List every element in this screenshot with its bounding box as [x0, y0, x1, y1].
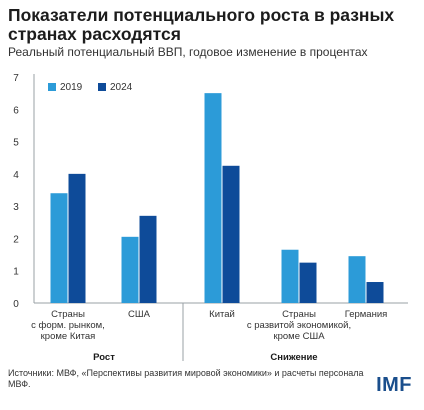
bar-2024-2: [222, 165, 240, 303]
bar-2024-3: [299, 262, 317, 303]
y-tick-label: 7: [13, 73, 19, 84]
y-tick-label: 4: [13, 170, 19, 181]
chart-subtitle: Реальный потенциальный ВВП, годовое изме…: [8, 45, 368, 59]
bar-chart: 0 1 2 3 4 5 6 7 Страны с форм. рынком, кроме Китая…: [13, 73, 408, 363]
legend-swatch-2019: [48, 83, 56, 91]
category-label: Страны с развитой экономикой, кроме США: [247, 309, 351, 342]
bar-2019-3: [281, 249, 299, 303]
bar-2019-2: [204, 93, 222, 303]
y-tick-label: 0: [13, 299, 19, 310]
category-label: Китай: [209, 309, 235, 320]
group-label: Рост: [93, 352, 115, 363]
bar-2019-0: [50, 193, 68, 303]
source-note: Источники: МВФ, «Перспективы развития ми…: [8, 368, 364, 389]
legend-label: 2019: [60, 82, 83, 93]
bar-2019-4: [348, 256, 366, 303]
bar-2024-4: [366, 282, 384, 303]
legend-swatch-2024: [98, 83, 106, 91]
category-label: Германия: [345, 309, 388, 320]
y-tick-label: 2: [13, 234, 19, 245]
bar-2019-1: [121, 236, 139, 303]
group-label: Снижение: [270, 352, 317, 363]
y-tick-label: 3: [13, 202, 19, 213]
category-label: США: [128, 309, 151, 320]
y-tick-label: 6: [13, 105, 19, 116]
bar-2024-0: [68, 173, 86, 303]
chart-title: Показатели потенциального роста в разных…: [8, 5, 395, 44]
bar-2024-1: [139, 215, 157, 303]
category-label: Страны с форм. рынком, кроме Китая: [31, 309, 105, 342]
y-tick-label: 1: [13, 267, 19, 278]
y-tick-label: 5: [13, 138, 19, 149]
legend-label: 2024: [110, 82, 133, 93]
imf-logo: IMF: [376, 374, 412, 396]
